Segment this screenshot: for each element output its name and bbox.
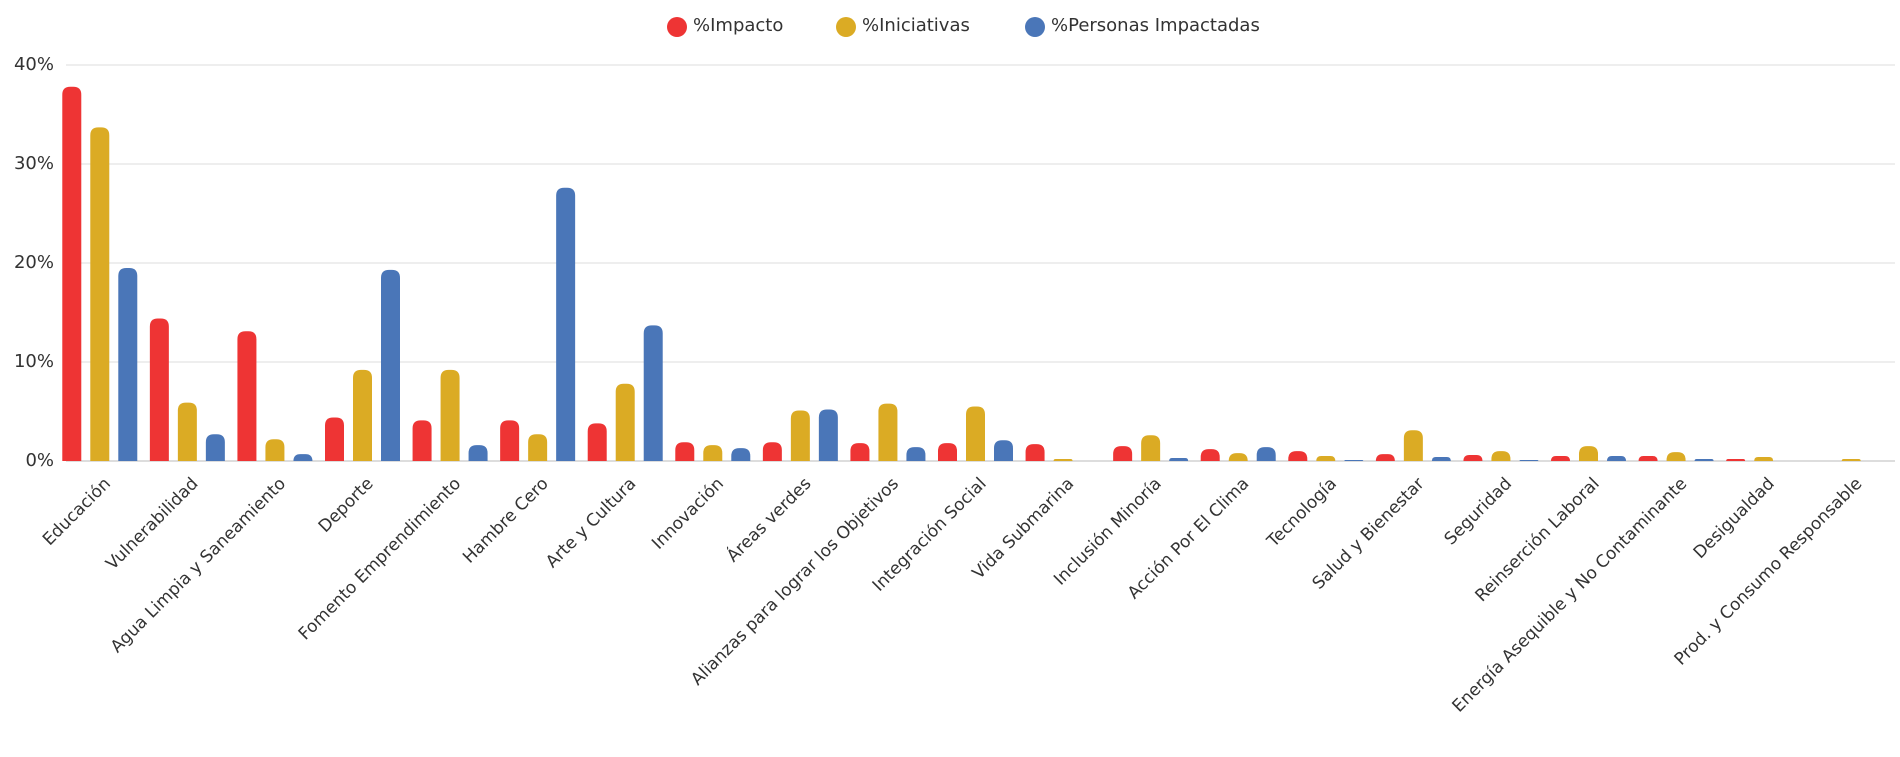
- bar: [293, 454, 313, 461]
- bar: [1551, 456, 1570, 461]
- bar: [615, 383, 635, 461]
- bar: [62, 86, 82, 461]
- bar: [353, 369, 372, 461]
- bar: [1053, 459, 1073, 461]
- legend-marker: [836, 17, 856, 37]
- bar: [906, 447, 926, 461]
- y-tick-label: 40%: [14, 54, 54, 75]
- x-tick-label: Seguridad: [1441, 474, 1516, 549]
- bar: [528, 434, 548, 461]
- bar: [556, 187, 576, 461]
- bar: [1288, 451, 1308, 461]
- bar: [1519, 460, 1539, 461]
- x-tick-label: Hambre Cero: [459, 474, 553, 568]
- bar: [205, 434, 225, 461]
- y-tick-label: 10%: [14, 351, 54, 372]
- bar: [731, 448, 751, 461]
- bar: [468, 445, 488, 461]
- bar: [1694, 459, 1714, 461]
- bar: [90, 127, 110, 462]
- legend-label: %Iniciativas: [862, 15, 970, 36]
- x-tick-label: Áreas verdes: [722, 472, 816, 566]
- bar: [1726, 459, 1746, 461]
- x-tick-label: Tecnología: [1263, 474, 1341, 552]
- bar: [762, 442, 782, 461]
- bar: [325, 417, 344, 461]
- x-tick-label: Educación: [39, 474, 115, 550]
- bar: [1638, 456, 1658, 461]
- legend-label: %Impacto: [693, 15, 783, 36]
- bar: [703, 445, 723, 461]
- legend-label: %Personas Impactadas: [1051, 15, 1260, 36]
- bar: [1754, 457, 1774, 461]
- x-tick-label: Innovación: [648, 474, 728, 554]
- x-tick-label: Fomento Emprendimiento: [295, 474, 465, 644]
- bar: [878, 403, 898, 461]
- bar: [938, 443, 957, 461]
- bar: [1256, 447, 1276, 461]
- bar: [265, 439, 285, 461]
- y-tick-label: 20%: [14, 252, 54, 273]
- bar: [1579, 446, 1598, 461]
- bar: [118, 267, 138, 461]
- legend-marker: [1025, 17, 1045, 37]
- bar: [790, 410, 810, 461]
- bar: [675, 442, 695, 461]
- bar: [1228, 453, 1248, 461]
- bar: [1200, 449, 1220, 461]
- y-tick-label: 0%: [25, 450, 54, 471]
- x-tick-label: Vulnerabilidad: [102, 474, 202, 574]
- bar: [587, 423, 607, 461]
- bar: [643, 325, 663, 461]
- bar: [818, 409, 838, 461]
- bar: [1463, 455, 1483, 461]
- bar: [1113, 446, 1133, 461]
- bar: [1141, 435, 1161, 461]
- bar: [1841, 459, 1861, 461]
- bar: [412, 420, 432, 461]
- x-tick-label: Desigualdad: [1690, 474, 1779, 563]
- bar: [1316, 456, 1336, 461]
- x-tick-label: Prod. y Consumo Responsable: [1671, 474, 1867, 670]
- y-tick-label: 30%: [14, 153, 54, 174]
- bar: [850, 443, 870, 461]
- bar: [149, 318, 169, 461]
- bar: [1607, 456, 1626, 461]
- bar: [237, 331, 257, 461]
- bar: [381, 269, 400, 461]
- bar: [1431, 457, 1451, 461]
- bar: [1375, 454, 1395, 461]
- x-tick-label: Arte y Cultura: [542, 474, 640, 572]
- bar: [1344, 460, 1364, 461]
- legend-marker: [667, 17, 687, 37]
- x-tick-label: Agua Limpia y Saneamiento: [107, 474, 290, 657]
- bar: [1025, 444, 1045, 461]
- bar: [994, 440, 1013, 461]
- bar: [1403, 430, 1423, 461]
- bar: [1169, 458, 1189, 461]
- bar: [440, 369, 460, 461]
- x-tick-label: Deporte: [315, 474, 378, 537]
- bar: [966, 406, 985, 461]
- bar: [1491, 451, 1511, 461]
- bar: [1666, 452, 1686, 461]
- bar: [500, 420, 520, 461]
- bar: [177, 402, 197, 461]
